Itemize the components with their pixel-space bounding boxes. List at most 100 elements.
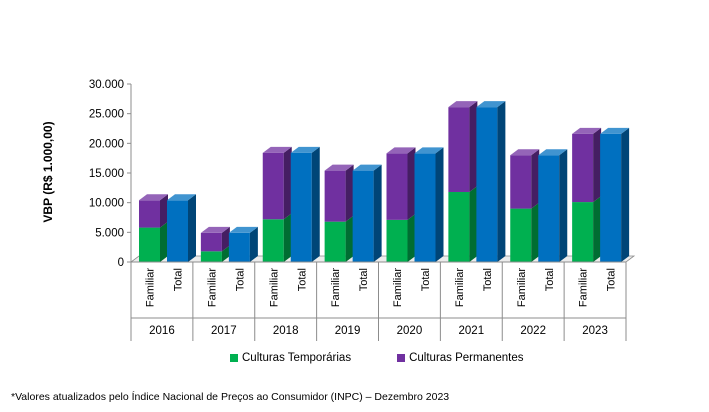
bar-familiar-permanentes-top [262,146,292,153]
x-subcategory-label: Total [606,268,618,291]
bar-familiar-permanentes-top [510,149,540,156]
bar-total [167,200,188,262]
y-tick-label: 0 [118,257,124,269]
x-subcategory-label: Familiar [206,268,218,307]
x-subcategory-label: Total [358,268,370,291]
x-group-label: 2019 [335,325,361,337]
bar-familiar-permanentes-top [200,226,230,233]
legend-item-temporarias: Culturas Temporárias [230,352,351,364]
x-subcategory-label: Total [296,268,308,291]
y-tick-label: 5.000 [95,227,124,239]
x-subcategory-label: Total [234,268,246,291]
bar-familiar-permanentes-side [221,226,230,252]
x-subcategory-label: Familiar [330,268,342,307]
bar-total-side [249,226,258,262]
legend-label-temporarias: Culturas Temporárias [242,352,352,364]
bar-total-top [600,127,630,134]
x-group-label: 2023 [582,325,608,337]
bar-familiar-permanentes-top [324,164,354,171]
x-subcategory-label: Total [173,268,185,291]
bar-familiar-temporarias-side [407,213,416,262]
y-tick-label: 20.000 [89,138,124,150]
x-subcategory-label: Familiar [454,268,466,307]
bar-familiar-permanentes-side [469,101,478,192]
bar-familiar-permanentes-top [386,147,416,154]
y-tick-label: 30.000 [89,79,124,91]
bar-total-side [559,149,568,262]
bar-total-top [352,164,382,171]
bar-total [352,170,374,262]
bar-total-top [538,149,568,156]
bar-total [290,152,312,262]
bar-total-side [311,146,320,262]
bar-familiar-permanentes [262,152,284,220]
bar-familiar-permanentes-top [448,101,478,108]
y-axis-label: VBP (R$ 1.000,00) [41,121,55,222]
y-tick-label: 25.000 [89,109,124,121]
bar-familiar-temporarias [448,191,470,262]
bar-familiar-permanentes [572,133,594,203]
bar-familiar-permanentes-side [345,164,354,222]
bar-familiar-permanentes [139,200,160,228]
legend-label-permanentes: Culturas Permanentes [409,352,524,364]
bar-total-side [497,101,506,262]
bar-familiar-permanentes [200,232,222,252]
bar-familiar-temporarias [572,202,594,262]
x-subcategory-label: Familiar [268,268,280,307]
bar-familiar-temporarias-side [160,221,168,262]
bar-familiar-temporarias [324,221,346,262]
bar-total-top [414,147,444,154]
legend-swatch-temporarias [230,354,238,362]
bar-total-top [290,146,320,153]
legend-item-permanentes: Culturas Permanentes [397,352,524,364]
bar-familiar-temporarias-side [345,215,354,262]
bar-familiar-permanentes [324,170,346,222]
x-subcategory-label: Total [482,268,494,291]
bar-familiar-permanentes-top [139,194,168,201]
x-subcategory-label: Total [420,268,432,291]
bar-total [538,155,560,262]
bar-total-top [167,194,196,201]
x-group-label: 2018 [273,325,299,337]
x-subcategory-label: Familiar [516,268,528,307]
bar-familiar-permanentes-side [160,194,168,228]
bar-familiar-temporarias [200,251,222,262]
bar-total-side [188,194,196,262]
x-group-label: 2021 [459,325,485,337]
footnote: *Valores atualizados pelo Índice Naciona… [11,391,450,403]
legend: Culturas Temporárias Culturas Permanente… [230,352,524,364]
x-group-label: 2016 [149,325,175,337]
bar-total [476,107,498,262]
bar-familiar-permanentes-side [593,127,602,203]
bar-familiar-temporarias [386,219,408,262]
legend-swatch-permanentes [397,354,406,362]
y-tick-label: 15.000 [89,168,124,180]
bar-familiar-temporarias [510,208,532,262]
bar-familiar-permanentes-top [572,127,602,134]
bar-familiar-temporarias-side [531,202,540,262]
bar-total-top [476,101,506,108]
x-subcategory-label: Familiar [145,268,157,307]
bar-familiar-temporarias-side [469,185,478,262]
bar-total-side [621,127,630,262]
bar-familiar-temporarias [139,227,160,262]
x-group-label: 2017 [211,325,237,337]
bar-familiar-permanentes-side [531,149,540,209]
x-subcategory-label: Familiar [578,268,590,307]
bar-total [228,232,250,262]
x-subcategory-label: Familiar [392,268,404,307]
x-group-label: 2022 [520,325,546,337]
bar-total-side [435,147,444,262]
bar-total-top [228,226,258,233]
bar-familiar-temporarias-side [593,196,602,262]
bar-familiar-temporarias-side [283,213,292,262]
bar-familiar-temporarias-side [221,245,230,262]
bar-familiar-temporarias [262,219,284,262]
bar-total [414,153,436,262]
bar-total-side [373,164,382,262]
y-tick-label: 10.000 [89,198,124,210]
x-group-label: 2020 [397,325,423,337]
bar-familiar-permanentes-side [283,146,292,220]
bar-familiar-permanentes [448,107,470,192]
